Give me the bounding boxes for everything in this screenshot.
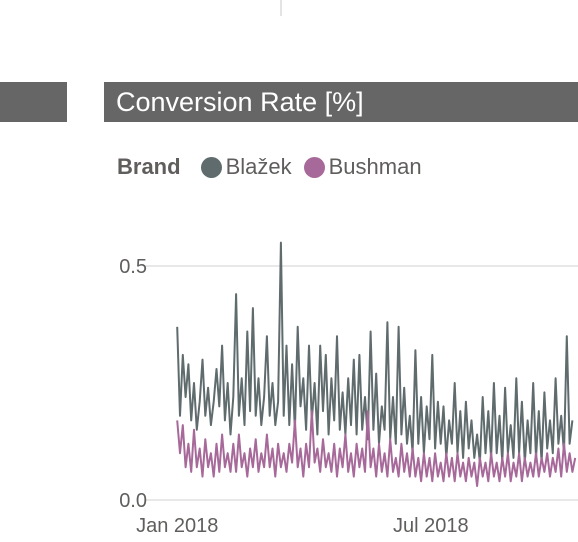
- y-axis: 0.0 0.5: [119, 256, 147, 512]
- x-tick-label: Jan 2018: [136, 515, 218, 537]
- x-tick-label: Jul 2018: [393, 515, 469, 537]
- series-lines: [177, 243, 575, 486]
- y-tick-label: 0.0: [119, 490, 147, 512]
- x-axis: Jan 2018 Jul 2018: [136, 515, 469, 537]
- series-line-blazek[interactable]: [177, 243, 572, 463]
- y-tick-label: 0.5: [119, 256, 147, 278]
